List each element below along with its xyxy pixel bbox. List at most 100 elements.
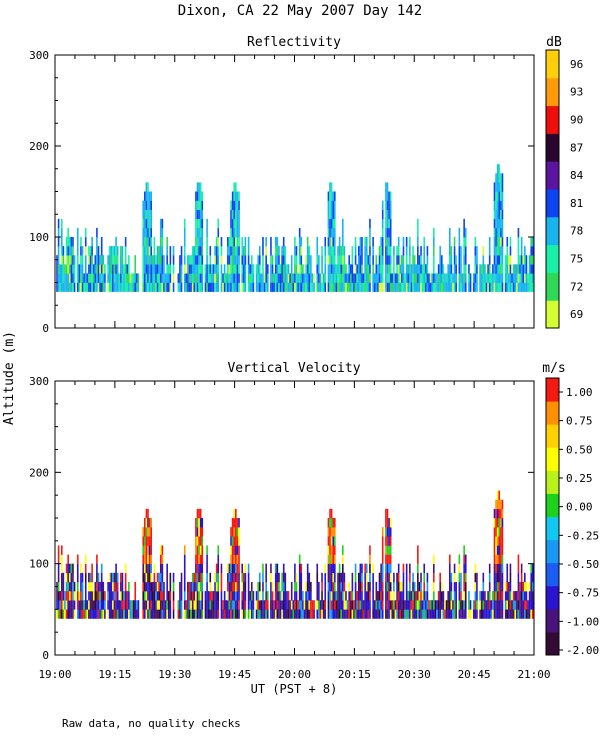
reflectivity-cell [56,273,58,283]
reflectivity-cell [524,273,526,283]
velocity-cell [191,609,194,619]
velocity-cell [84,600,87,610]
reflectivity-cell [116,255,119,265]
reflectivity-cell [198,255,200,265]
reflectivity-cell [330,191,333,201]
reflectivity-cell [337,246,339,256]
velocity-cell [458,600,461,610]
velocity-cell [498,572,501,583]
velocity-cell [247,600,250,610]
reflectivity-cell [493,209,496,220]
reflectivity-cell [479,273,481,283]
reflectivity-cell [433,282,435,292]
reflectivity-cell [156,273,159,283]
reflectivity-cell [72,264,74,274]
reflectivity-cell [410,282,413,292]
reflectivity-cell [455,264,457,274]
reflectivity-cell [447,282,449,292]
reflectivity-cell [281,255,283,265]
velocity-cell [80,563,82,574]
velocity-cell [282,609,285,619]
reflectivity-cell [150,255,153,265]
velocity-cell [108,591,111,601]
velocity-cell [68,591,71,601]
reflectivity-cell [228,273,231,283]
reflectivity-cell [498,200,501,210]
reflectivity-cell [126,282,129,292]
velocity-cell [453,581,456,592]
velocity-cell [428,600,430,610]
reflectivity-colorbar-label: 93 [570,86,583,99]
reflectivity-cell [388,273,390,283]
reflectivity-cell [386,273,389,283]
velocity-cell [321,600,323,610]
reflectivity-cell [150,264,153,274]
reflectivity-cell [282,264,285,274]
reflectivity-cell [142,246,145,256]
velocity-cell [316,563,319,574]
reflectivity-cell [153,282,156,292]
velocity-cell [236,563,239,574]
velocity-cell [329,581,331,592]
reflectivity-cell [369,237,371,247]
velocity-cell [520,563,523,574]
velocity-cell [329,591,331,601]
velocity-cell [316,572,319,583]
velocity-cell [153,581,156,592]
velocity-cell [458,591,461,601]
reflectivity-cell [201,200,204,210]
velocity-cell [493,563,496,574]
velocity-cell [144,536,146,546]
reflectivity-cell [258,264,261,274]
y-axis-label: Altitude (m) [2,331,17,425]
reflectivity-cell [500,282,502,292]
reflectivity-cell [241,273,244,283]
reflectivity-cell [97,282,100,292]
reflectivity-cell [329,246,331,256]
reflectivity-cell [287,273,290,283]
velocity-colorbar-segment [546,539,559,564]
reflectivity-cell [292,273,295,283]
velocity-cell [399,591,402,601]
velocity-cell [59,600,61,610]
velocity-cell [68,581,71,592]
velocity-cell [233,581,236,592]
reflectivity-cell [385,191,387,201]
velocity-cell [236,600,239,610]
reflectivity-cell [144,282,146,292]
velocity-cell [417,572,419,583]
reflectivity-cell [76,255,79,265]
velocity-cell [365,563,368,574]
reflectivity-cell [260,282,263,292]
reflectivity-cell [302,264,304,274]
reflectivity-cell [498,227,501,238]
reflectivity-cell [148,218,151,229]
reflectivity-cell [324,273,327,283]
velocity-cell [231,536,234,546]
reflectivity-cell [276,237,279,247]
reflectivity-cell [426,273,429,283]
velocity-cell [340,591,343,601]
velocity-cell [144,518,146,528]
velocity-cell [495,536,497,546]
velocity-cell [468,600,470,610]
reflectivity-cell [517,282,520,292]
velocity-cell [195,609,197,619]
velocity-cell [169,572,172,583]
velocity-cell [72,572,74,583]
reflectivity-cell [476,255,478,265]
velocity-cell [450,572,453,583]
reflectivity-cell [409,237,411,247]
reflectivity-cell [223,273,226,283]
reflectivity-cell [334,218,336,229]
velocity-cell [480,591,483,601]
velocity-cell [150,609,153,619]
velocity-cell [68,572,71,583]
reflectivity-cell [91,246,93,256]
velocity-cell [361,563,363,574]
reflectivity-cell [266,273,269,283]
reflectivity-cell [235,273,237,283]
velocity-cell [388,563,390,574]
velocity-cell [142,609,145,619]
reflectivity-cell [332,218,335,229]
